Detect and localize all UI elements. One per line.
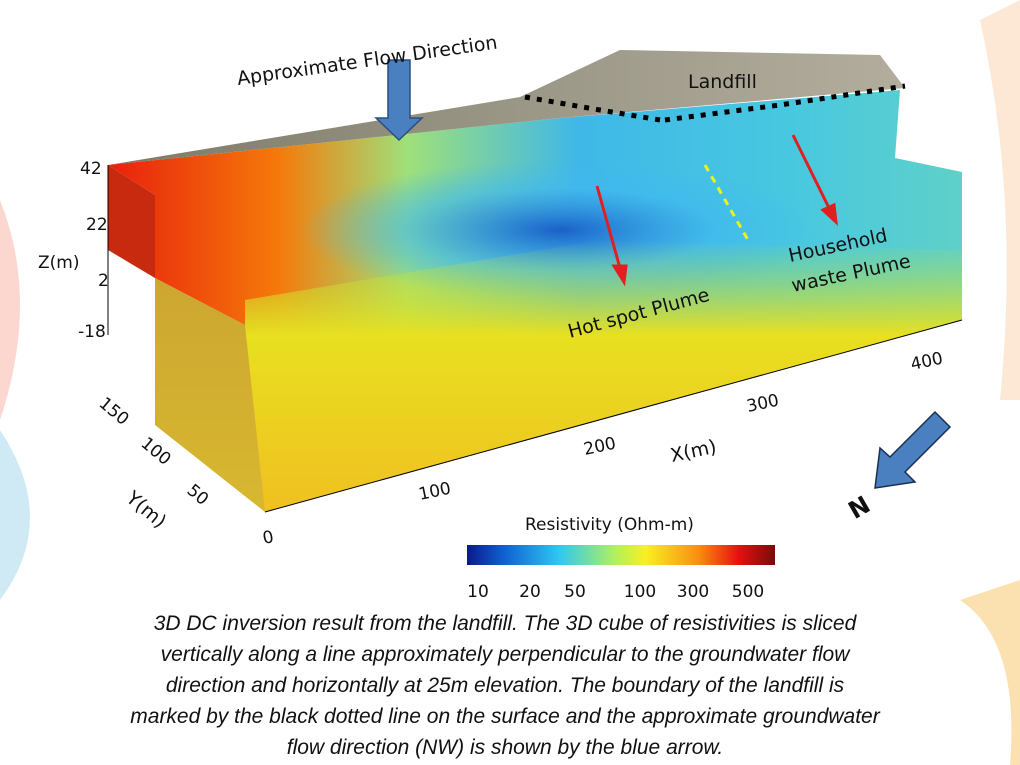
decor xyxy=(980,0,1020,400)
landfill-label: Landfill xyxy=(688,71,757,93)
flow-arrow xyxy=(374,59,424,142)
y-axis-label: Y(m) xyxy=(121,486,170,532)
z-tick-label: 2 xyxy=(98,271,109,291)
colorbar-tick-label: 50 xyxy=(564,582,586,602)
caption-line: flow direction (NW) is shown by the blue… xyxy=(287,736,724,759)
x-ticks: 0 100 200 300 400 xyxy=(261,349,945,549)
colorbar-tick-label: 500 xyxy=(732,582,764,602)
decor xyxy=(0,430,30,600)
x-tick-label: 100 xyxy=(417,479,453,505)
colorbar-tick-label: 20 xyxy=(519,582,541,602)
north-arrow xyxy=(874,410,952,489)
block-left-face xyxy=(155,195,265,512)
landfill-boundary xyxy=(524,94,661,123)
x-tick-label: 0 xyxy=(261,527,276,549)
y-tick-label: 150 xyxy=(95,394,133,430)
arrow-head xyxy=(820,202,838,226)
x-tick-label: 300 xyxy=(745,391,781,417)
x-axis-line xyxy=(264,319,963,513)
z-tick-label: 22 xyxy=(86,215,108,235)
surface xyxy=(108,50,905,165)
arrow-line xyxy=(791,134,832,211)
caption-line: vertically along a line approximately pe… xyxy=(161,643,852,666)
colorbar-title: Resistivity (Ohm-m) xyxy=(525,515,694,535)
caption-line: direction and horizontally at 25m elevat… xyxy=(166,674,845,697)
colorbar-ticks: 10 20 50 100 300 500 xyxy=(467,582,764,602)
plume-arrows xyxy=(595,134,838,287)
decor xyxy=(960,580,1020,765)
decor xyxy=(0,200,20,420)
block-left-slice xyxy=(108,165,155,278)
arrow-head xyxy=(611,264,628,287)
landfill-boundary xyxy=(664,83,906,123)
arrow-line xyxy=(595,185,622,269)
z-axis-label: Z(m) xyxy=(38,253,79,273)
y-tick-label: 50 xyxy=(183,481,212,510)
x-tick-label: 400 xyxy=(909,349,945,375)
colorbar-tick-label: 300 xyxy=(677,582,709,602)
x-tick-label: 200 xyxy=(582,434,618,460)
z-tick-label: -18 xyxy=(78,322,106,342)
colorbar-tick-label: 10 xyxy=(467,582,489,602)
caption: 3D DC inversion result from the landfill… xyxy=(130,612,880,759)
block-low xyxy=(245,240,962,512)
z-tick-label: 42 xyxy=(80,159,102,179)
slice-line xyxy=(703,164,750,241)
colorbar-tick-label: 100 xyxy=(624,582,656,602)
flow-label: Approximate Flow Direction xyxy=(236,32,499,90)
caption-line: 3D DC inversion result from the landfill… xyxy=(154,612,858,635)
x-axis-label: X(m) xyxy=(668,436,718,467)
axis-lines xyxy=(107,165,963,513)
caption-line: marked by the black dotted line on the s… xyxy=(130,705,880,728)
y-tick-label: 100 xyxy=(137,434,175,470)
colorbar xyxy=(467,545,775,565)
north-label: N xyxy=(844,491,875,525)
